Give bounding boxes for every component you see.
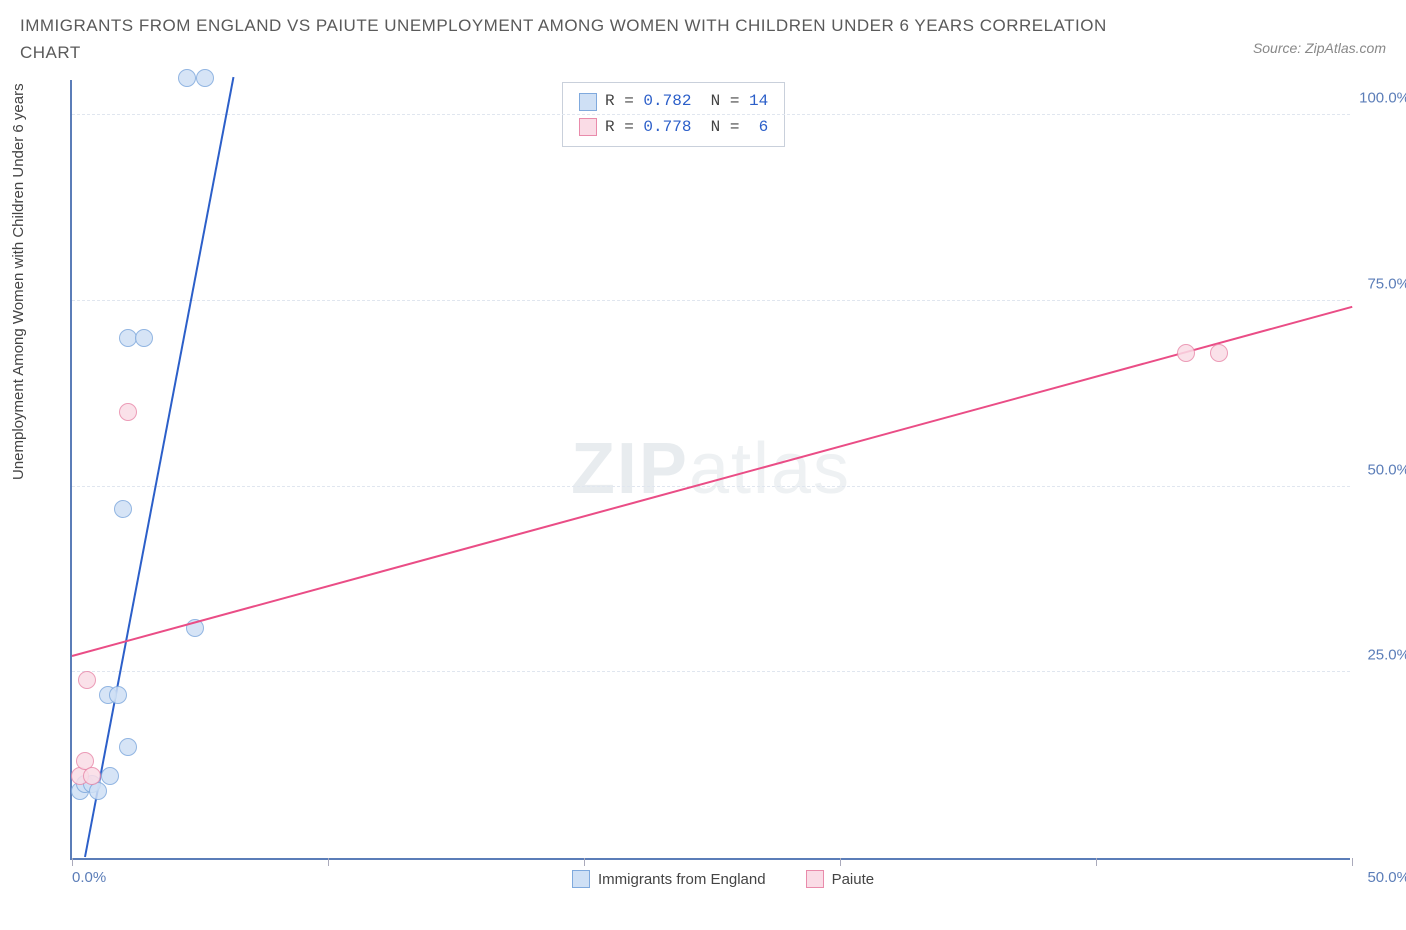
gridline-h xyxy=(72,671,1350,672)
data-point xyxy=(78,671,96,689)
chart-header: IMMIGRANTS FROM ENGLAND VS PAIUTE UNEMPL… xyxy=(0,0,1406,66)
chart-title: IMMIGRANTS FROM ENGLAND VS PAIUTE UNEMPL… xyxy=(20,12,1120,66)
legend-stats-text: R = 0.782 N = 14 xyxy=(605,89,768,115)
watermark: ZIPatlas xyxy=(571,428,851,510)
x-legend-label: Paiute xyxy=(832,871,875,888)
x-tick xyxy=(1352,858,1353,866)
y-tick-label: 75.0% xyxy=(1367,275,1406,292)
x-tick xyxy=(1096,858,1097,866)
legend-row: R = 0.778 N = 6 xyxy=(579,115,768,141)
x-legend-item: Paiute xyxy=(806,870,875,888)
legend-stats-text: R = 0.778 N = 6 xyxy=(605,115,768,141)
data-point xyxy=(119,738,137,756)
x-legend-swatch xyxy=(572,870,590,888)
x-legend-item: Immigrants from England xyxy=(572,870,766,888)
data-point xyxy=(196,69,214,87)
x-legend-swatch xyxy=(806,870,824,888)
x-tick-label: 50.0% xyxy=(1367,869,1406,886)
gridline-h xyxy=(72,114,1350,115)
data-point xyxy=(83,767,101,785)
data-point xyxy=(119,403,137,421)
trend-line xyxy=(72,306,1353,657)
y-tick-label: 100.0% xyxy=(1359,90,1406,107)
source-attribution: Source: ZipAtlas.com xyxy=(1253,12,1386,56)
x-tick-label: 0.0% xyxy=(72,869,106,886)
gridline-h xyxy=(72,300,1350,301)
legend-swatch xyxy=(579,93,597,111)
y-axis-label: Unemployment Among Women with Children U… xyxy=(10,83,27,480)
x-tick xyxy=(584,858,585,866)
data-point xyxy=(1210,344,1228,362)
y-tick-label: 50.0% xyxy=(1367,461,1406,478)
data-point xyxy=(101,767,119,785)
y-tick-label: 25.0% xyxy=(1367,647,1406,664)
x-axis-legend: Immigrants from England Paiute xyxy=(572,870,874,888)
chart-container: Unemployment Among Women with Children U… xyxy=(20,80,1386,910)
data-point xyxy=(178,69,196,87)
watermark-light: atlas xyxy=(689,429,851,509)
gridline-h xyxy=(72,486,1350,487)
data-point xyxy=(109,686,127,704)
trend-line xyxy=(84,77,234,857)
data-point xyxy=(114,500,132,518)
plot-area: ZIPatlas R = 0.782 N = 14R = 0.778 N = 6… xyxy=(70,80,1350,860)
legend-swatch xyxy=(579,118,597,136)
x-tick xyxy=(72,858,73,866)
legend-row: R = 0.782 N = 14 xyxy=(579,89,768,115)
x-tick xyxy=(840,858,841,866)
x-tick xyxy=(328,858,329,866)
data-point xyxy=(1177,344,1195,362)
data-point xyxy=(135,329,153,347)
x-legend-label: Immigrants from England xyxy=(598,871,766,888)
watermark-bold: ZIP xyxy=(571,429,689,509)
